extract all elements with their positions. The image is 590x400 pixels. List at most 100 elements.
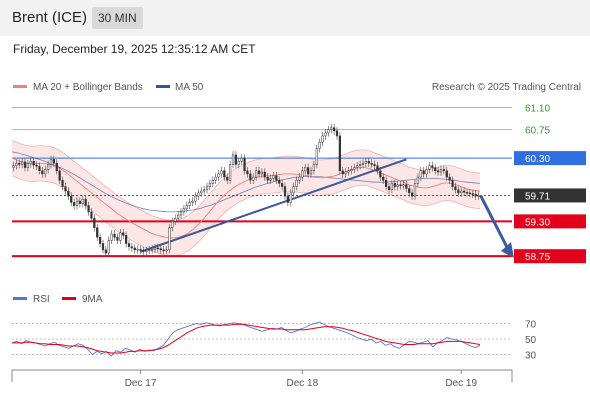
candle-body bbox=[254, 170, 258, 178]
candle-body bbox=[223, 170, 226, 178]
candle-body bbox=[240, 157, 243, 162]
candle-body bbox=[38, 166, 41, 172]
candle-body bbox=[454, 186, 457, 190]
candle-body bbox=[283, 186, 287, 197]
candle-body bbox=[87, 205, 90, 213]
candle-body bbox=[260, 171, 264, 175]
ma9-legend-label: 9MA bbox=[82, 294, 103, 305]
candle-body bbox=[462, 190, 466, 193]
candle-body bbox=[315, 148, 318, 165]
candle-body bbox=[364, 161, 368, 164]
candle-body bbox=[136, 248, 139, 251]
candle-body bbox=[358, 164, 362, 166]
price-pane: 61.10 60.75 60.30 59.71 59.30 58.75 bbox=[11, 103, 586, 264]
candle-body bbox=[249, 173, 252, 181]
candle-body bbox=[387, 186, 391, 190]
level-label-60.30: 60.30 bbox=[525, 154, 550, 165]
candle-body bbox=[266, 176, 269, 181]
candle-body bbox=[58, 170, 61, 181]
candle-body bbox=[413, 183, 417, 197]
candle-body bbox=[312, 164, 316, 172]
candle-body bbox=[142, 250, 145, 252]
candle-body bbox=[15, 162, 18, 166]
candle-body bbox=[321, 135, 324, 143]
candle-body bbox=[174, 217, 177, 222]
candle-body bbox=[148, 249, 151, 252]
trendline bbox=[140, 158, 407, 253]
rsi-line bbox=[11, 321, 481, 357]
candle-body bbox=[176, 214, 180, 219]
candle-body bbox=[185, 205, 188, 209]
candle-body bbox=[382, 176, 385, 181]
candle-body bbox=[263, 171, 266, 178]
candle-body bbox=[162, 249, 165, 252]
rsi-tick-30: 30 bbox=[525, 351, 537, 362]
candle-body bbox=[390, 183, 394, 190]
candle-body bbox=[332, 127, 336, 132]
candle-body bbox=[93, 217, 96, 228]
candle-body bbox=[436, 170, 440, 173]
candle-body bbox=[399, 184, 402, 187]
candle-body bbox=[474, 193, 477, 197]
candle-body bbox=[12, 165, 15, 168]
candle-body bbox=[208, 183, 212, 187]
instrument-title: Brent (ICE) bbox=[12, 9, 88, 26]
ma50-line bbox=[11, 151, 481, 213]
candle-body bbox=[304, 167, 307, 172]
candle-body bbox=[46, 164, 50, 170]
candle-body bbox=[226, 176, 229, 181]
candle-body bbox=[197, 192, 200, 197]
candle-body bbox=[275, 175, 278, 181]
candle-body bbox=[64, 186, 67, 192]
candle-body bbox=[347, 170, 350, 173]
candle-body bbox=[211, 180, 214, 184]
candle-body bbox=[356, 165, 359, 168]
candle-body bbox=[133, 247, 136, 251]
candle-body bbox=[246, 170, 249, 175]
candle-body bbox=[384, 180, 388, 187]
header-bar: Brent (ICE) 30 MIN bbox=[0, 0, 590, 36]
candle-body bbox=[402, 184, 405, 187]
candle-body bbox=[306, 167, 310, 175]
candle-body bbox=[41, 170, 44, 175]
level-label-60.75: 60.75 bbox=[525, 126, 550, 137]
candle-body bbox=[353, 167, 356, 170]
candle-body bbox=[468, 192, 472, 195]
candle-body bbox=[442, 169, 446, 172]
candle-body bbox=[217, 173, 220, 178]
time-tick-label: Dec 17 bbox=[125, 378, 157, 389]
level-label-61.10: 61.10 bbox=[525, 103, 550, 114]
ma20-legend-label: MA 20 + Bollinger Bands bbox=[33, 82, 143, 93]
candle-body bbox=[460, 190, 463, 194]
time-tick-label: Dec 19 bbox=[445, 378, 477, 389]
candle-body bbox=[44, 169, 47, 175]
candle-body bbox=[49, 159, 53, 165]
candle-body bbox=[234, 154, 238, 165]
candle-body bbox=[127, 243, 131, 247]
candle-body bbox=[130, 246, 134, 249]
candle-body bbox=[309, 170, 313, 175]
candle-body bbox=[376, 165, 379, 172]
timeframe-badge[interactable]: 30 MIN bbox=[92, 7, 143, 29]
level-tag-59.30 bbox=[514, 214, 586, 229]
candle-body bbox=[408, 188, 411, 194]
candle-body bbox=[292, 186, 295, 194]
candle-body bbox=[67, 190, 70, 197]
candle-body bbox=[202, 189, 206, 192]
candle-body bbox=[330, 127, 333, 130]
candle-body bbox=[445, 170, 448, 178]
candle-body bbox=[119, 232, 122, 241]
candle-body bbox=[171, 221, 174, 228]
candle-body bbox=[81, 198, 84, 204]
candle-body bbox=[153, 247, 157, 250]
candle-body bbox=[286, 195, 290, 203]
candle-body bbox=[84, 198, 87, 206]
level-tag-59.71 bbox=[514, 188, 586, 203]
candle-body bbox=[156, 247, 160, 250]
candle-body bbox=[107, 240, 110, 254]
candle-body bbox=[23, 161, 27, 168]
candle-body bbox=[168, 227, 171, 251]
level-label-59.71: 59.71 bbox=[525, 191, 550, 202]
candle-body bbox=[52, 159, 56, 164]
